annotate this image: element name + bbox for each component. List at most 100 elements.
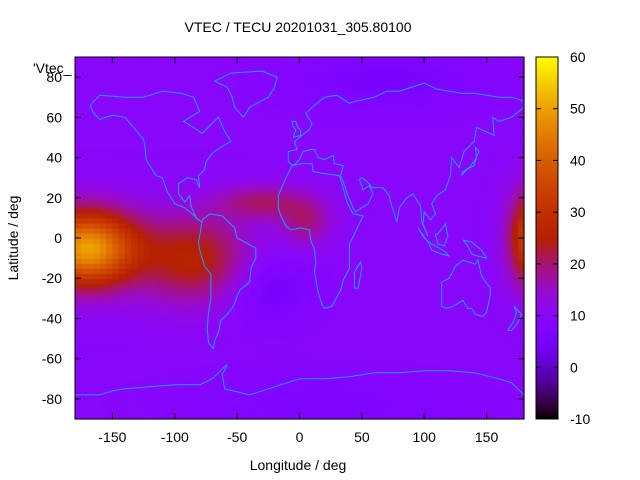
heat-cell [99, 132, 107, 139]
heat-cell [168, 293, 176, 299]
heat-cell [187, 182, 195, 189]
heat-cell [430, 217, 438, 224]
heat-cell [112, 127, 120, 134]
heat-cell [187, 263, 195, 269]
heat-cell [143, 283, 151, 289]
heat-cell [355, 72, 363, 78]
heat-cell [162, 202, 170, 209]
heat-cell [411, 82, 419, 88]
heat-cell [343, 142, 350, 149]
heat-cell [280, 353, 288, 360]
heat-cell [417, 182, 425, 189]
heat-cell [93, 212, 101, 219]
heat-cell [243, 323, 251, 330]
heat-cell [99, 227, 107, 234]
heat-cell [311, 283, 319, 289]
heat-cell [149, 253, 157, 259]
heat-cell [380, 157, 388, 164]
heat-cell [511, 363, 519, 370]
heat-cell [499, 142, 506, 149]
heat-cell [274, 373, 282, 380]
heat-cell [87, 398, 95, 405]
heat-cell [449, 278, 457, 284]
heat-cell [318, 227, 326, 234]
heat-cell [156, 378, 163, 385]
heat-cell [324, 243, 332, 249]
heat-cell [336, 383, 344, 390]
heat-cell [293, 217, 301, 224]
heat-cell [93, 288, 101, 294]
heat-cell [380, 202, 388, 209]
heat-cell [174, 127, 182, 134]
heat-cell [355, 192, 363, 199]
heat-cell [75, 177, 82, 184]
heat-cell [75, 157, 82, 164]
heat-cell [449, 227, 457, 234]
heat-cell [237, 77, 244, 83]
heat-cell [467, 232, 475, 239]
heat-cell [287, 258, 294, 264]
heat-cell [467, 393, 475, 400]
heat-cell [287, 227, 294, 234]
heat-cell [324, 283, 332, 289]
heat-cell [174, 147, 182, 154]
heat-cell [137, 202, 145, 209]
heat-cell [386, 132, 394, 139]
heat-cell [355, 263, 363, 269]
heat-cell [162, 283, 170, 289]
heat-cell [143, 177, 151, 184]
heat-cell [430, 403, 438, 410]
heat-cell [268, 313, 276, 320]
heat-cell [492, 182, 500, 189]
heat-cell [143, 97, 151, 103]
heat-cell [205, 187, 213, 194]
heat-cell [87, 268, 95, 274]
heat-cell [461, 358, 469, 365]
heat-cell [131, 72, 138, 78]
heat-cell [480, 227, 488, 234]
heat-cell [106, 333, 114, 340]
heat-cell [106, 288, 114, 294]
heat-cell [449, 253, 457, 259]
heat-cell [417, 363, 425, 370]
heat-cell [486, 127, 494, 134]
heat-cell [436, 303, 444, 309]
heat-cell [112, 152, 120, 159]
heat-cell [230, 167, 238, 174]
heat-cell [399, 227, 407, 234]
heat-cell [268, 253, 276, 259]
heat-cell [511, 408, 519, 415]
heat-cell [486, 403, 494, 410]
heat-cell [492, 122, 500, 128]
heat-cell [417, 152, 425, 159]
heat-cell [274, 122, 282, 128]
heat-cell [405, 398, 413, 405]
heat-cell [162, 353, 170, 360]
heat-cell [442, 172, 450, 179]
heat-cell [442, 303, 450, 309]
heat-cell [436, 97, 444, 103]
heat-cell [143, 323, 151, 330]
heat-cell [274, 97, 282, 103]
heat-cell [212, 82, 220, 88]
heat-cell [81, 338, 89, 345]
heat-cell [168, 348, 176, 355]
heat-cell [181, 243, 188, 249]
heat-cell [87, 273, 95, 279]
heat-cell [287, 408, 294, 415]
heat-cell [343, 172, 350, 179]
heat-cell [181, 117, 188, 123]
heat-cell [511, 72, 519, 78]
heat-cell [187, 298, 195, 304]
heat-cell [75, 142, 82, 149]
heat-cell [243, 258, 251, 264]
heat-cell [393, 278, 400, 284]
heat-cell [324, 293, 332, 299]
heat-cell [131, 243, 138, 249]
heat-cell [499, 268, 506, 274]
heat-cell [81, 388, 89, 395]
heat-cell [305, 92, 313, 98]
heat-cell [480, 243, 488, 249]
heat-cell [149, 132, 157, 139]
heat-cell [393, 132, 400, 139]
